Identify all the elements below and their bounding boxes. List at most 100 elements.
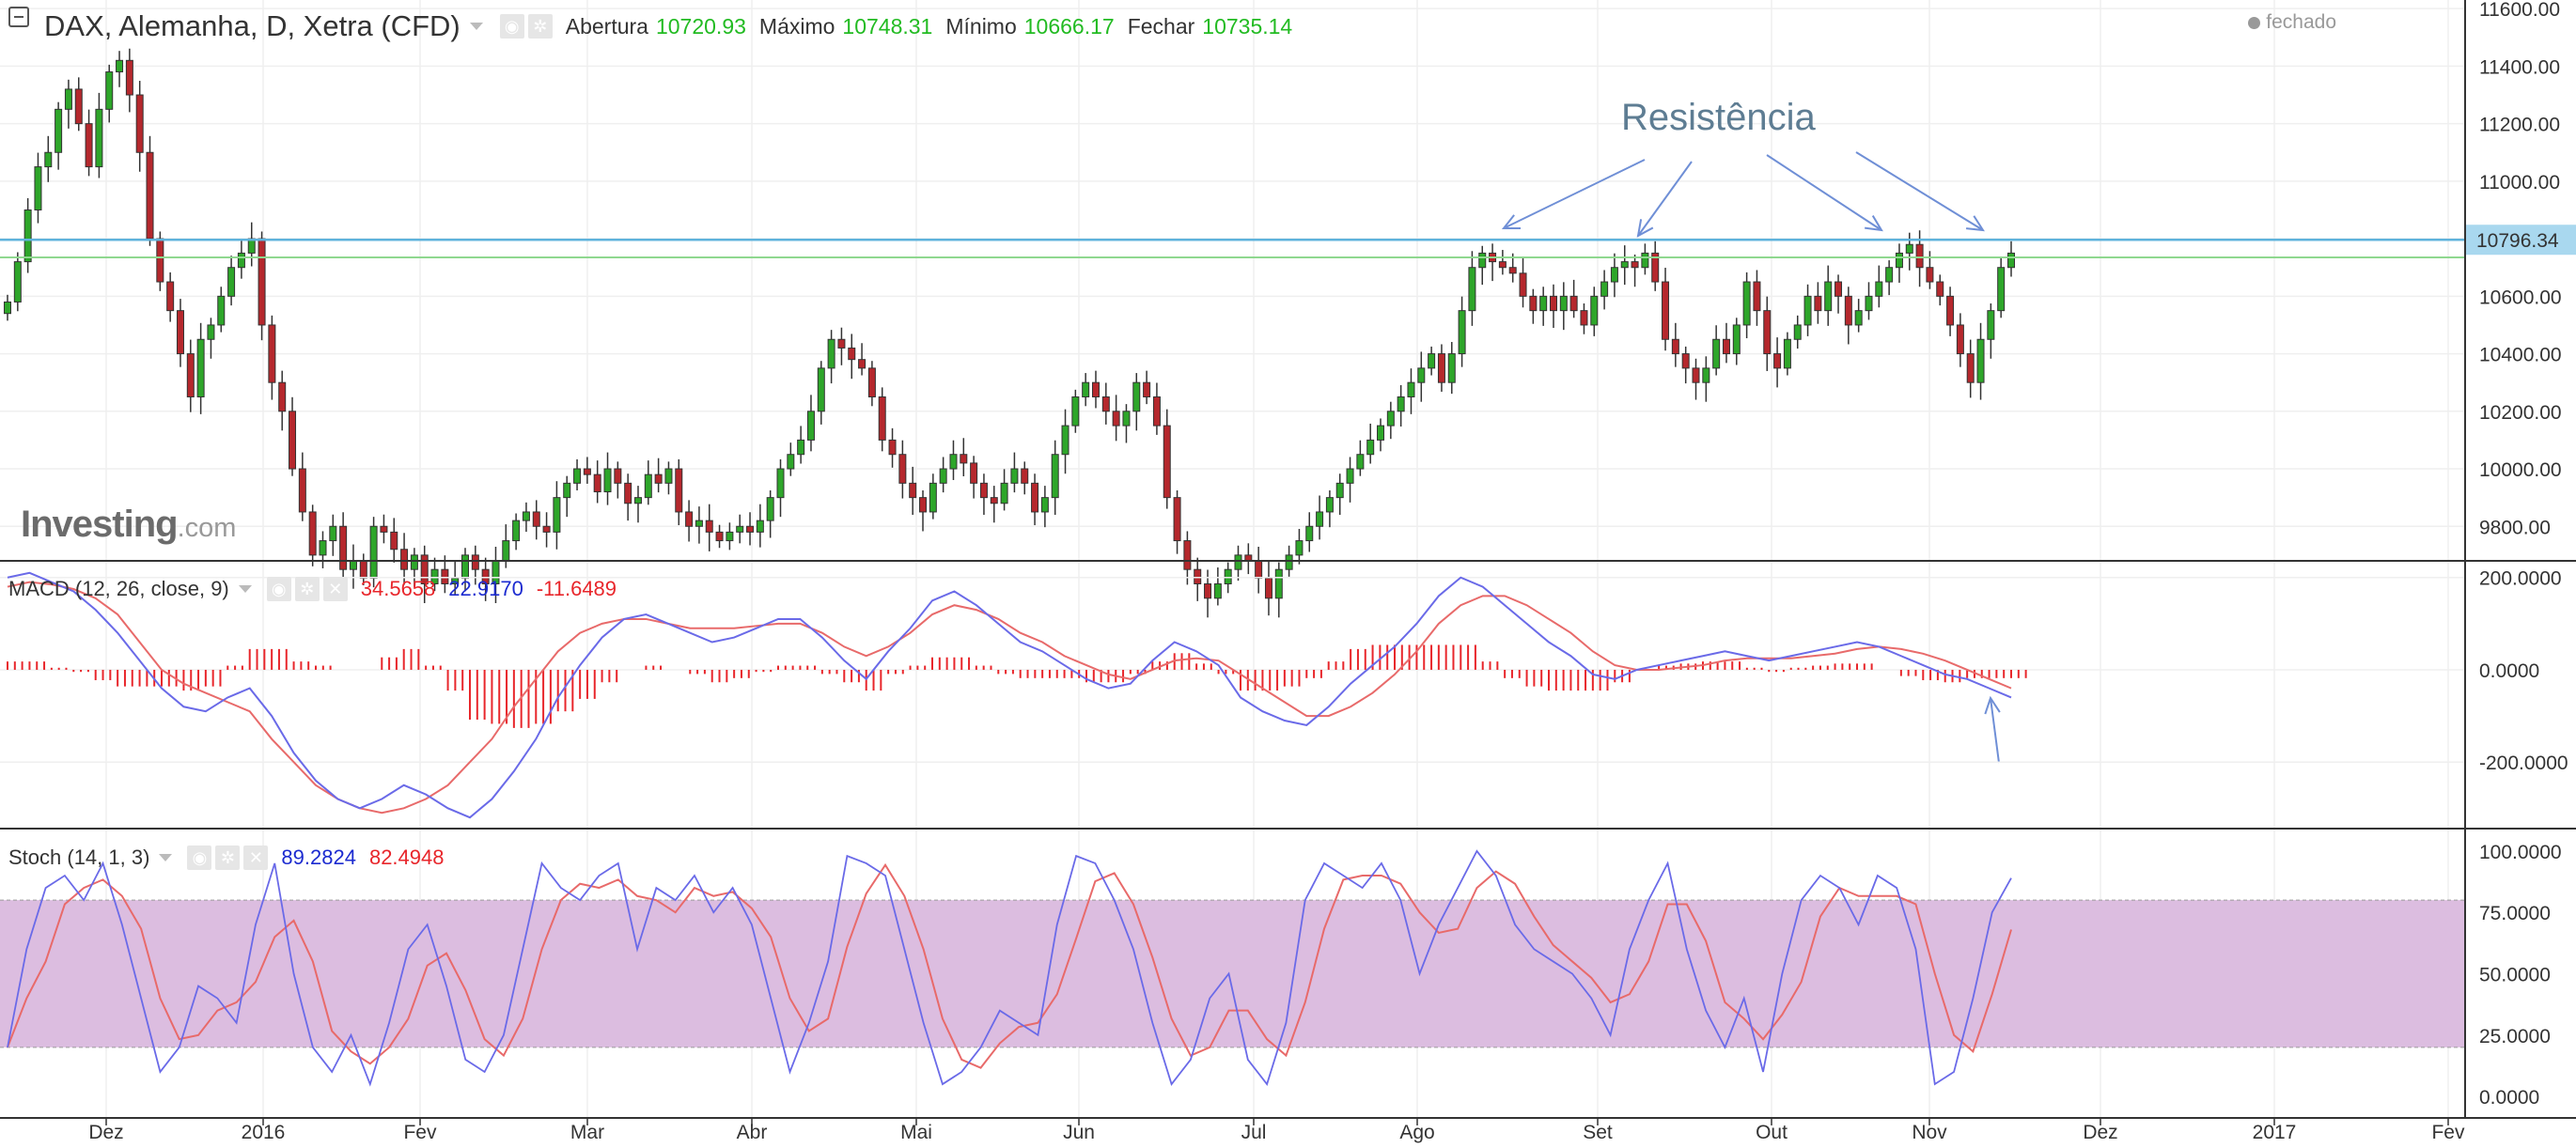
logo-suffix: .com bbox=[177, 513, 237, 543]
chevron-down-icon[interactable] bbox=[238, 585, 252, 593]
stoch-tick-label: 75.0000 bbox=[2479, 903, 2551, 924]
close-icon[interactable]: ✕ bbox=[322, 577, 348, 601]
candle-body bbox=[583, 468, 591, 475]
stoch-tick-label: 50.0000 bbox=[2479, 965, 2551, 986]
high-label: Máximo bbox=[758, 13, 835, 39]
candle-body bbox=[95, 108, 103, 168]
candle-body bbox=[1255, 560, 1263, 579]
candle-body bbox=[329, 525, 337, 542]
candle-body bbox=[929, 482, 937, 513]
stoch-k-line bbox=[7, 849, 2012, 1087]
gear-icon[interactable]: ✲ bbox=[527, 14, 553, 39]
candle-body bbox=[1468, 267, 1476, 312]
open-label: Abertura bbox=[565, 13, 648, 39]
price-tick-label: 10000.00 bbox=[2479, 459, 2562, 481]
candle-body bbox=[970, 462, 978, 484]
candle-body bbox=[1173, 497, 1181, 542]
signal-line bbox=[7, 581, 2012, 814]
candle-body bbox=[1814, 295, 1822, 312]
candle-body bbox=[105, 71, 114, 110]
price-tick-label: 11600.00 bbox=[2479, 0, 2560, 21]
candle-body bbox=[685, 511, 694, 527]
candle-body bbox=[1082, 381, 1090, 397]
candle-body bbox=[339, 525, 348, 570]
chevron-down-icon[interactable] bbox=[469, 23, 483, 30]
candle-body bbox=[1143, 381, 1151, 397]
gear-icon[interactable]: ✲ bbox=[294, 577, 320, 601]
candle-body bbox=[990, 497, 998, 504]
candle-body bbox=[227, 267, 236, 297]
menu-icon[interactable] bbox=[8, 7, 29, 27]
candle-body bbox=[1407, 381, 1415, 397]
candle-body bbox=[512, 520, 521, 542]
time-tick-label: Fev bbox=[2431, 1122, 2465, 1143]
last-price-tag bbox=[2465, 225, 2576, 256]
candle-body bbox=[1590, 295, 1599, 326]
investing-logo: Investing.com bbox=[21, 504, 236, 546]
candle-body bbox=[919, 497, 928, 513]
candle-body bbox=[858, 359, 866, 369]
candle-body bbox=[878, 396, 886, 441]
stoch-title[interactable]: Stoch (14, 1, 3) bbox=[8, 845, 150, 869]
candle-body bbox=[1865, 295, 1873, 312]
gear-icon[interactable]: ✲ bbox=[215, 845, 241, 870]
candle-body bbox=[1152, 396, 1161, 427]
candle-body bbox=[1702, 367, 1710, 383]
candle-body bbox=[532, 511, 540, 527]
candle-body bbox=[2007, 252, 2015, 269]
candle-body bbox=[217, 295, 226, 326]
time-tick-label: Set bbox=[1583, 1122, 1613, 1143]
candle-body bbox=[13, 261, 22, 303]
chevron-down-icon[interactable] bbox=[159, 854, 173, 861]
candle-body bbox=[837, 338, 846, 349]
candle-body bbox=[715, 531, 724, 542]
time-tick-label: Dez bbox=[88, 1122, 123, 1143]
candle-body bbox=[85, 123, 93, 168]
candle-body bbox=[1997, 267, 2006, 312]
candle-body bbox=[1610, 267, 1618, 283]
candle-body bbox=[624, 482, 632, 504]
candle-body bbox=[1458, 310, 1466, 355]
annotation-arrowhead bbox=[1865, 215, 1883, 232]
candle-body bbox=[319, 540, 327, 556]
candle-body bbox=[1285, 554, 1293, 570]
eye-icon[interactable]: ◉ bbox=[187, 845, 212, 870]
candle-body bbox=[553, 497, 561, 533]
candle-body bbox=[116, 59, 124, 73]
stoch-tick-label: 25.0000 bbox=[2479, 1026, 2551, 1047]
stoch-header: Stoch (14, 1, 3) ◉ ✲ ✕ 89.2824 82.4948 bbox=[8, 845, 444, 870]
symbol-title[interactable]: DAX, Alemanha, D, Xetra (CFD) bbox=[44, 9, 461, 42]
candle-body bbox=[166, 281, 175, 312]
candle-body bbox=[1305, 525, 1314, 542]
candle-body bbox=[359, 560, 367, 579]
candle-body bbox=[4, 301, 11, 315]
candle-body bbox=[1346, 468, 1354, 484]
candle-body bbox=[44, 151, 53, 168]
candle-body bbox=[888, 439, 897, 456]
price-tick-label: 11000.00 bbox=[2479, 172, 2560, 194]
candle-body bbox=[1051, 454, 1059, 499]
candle-body bbox=[787, 454, 795, 470]
macd-title[interactable]: MACD (12, 26, close, 9) bbox=[8, 577, 229, 600]
annotation-arrow bbox=[1766, 154, 1882, 231]
candle-body bbox=[1926, 267, 1934, 283]
eye-icon[interactable]: ◉ bbox=[499, 14, 524, 39]
candle-body bbox=[146, 151, 154, 240]
candle-body bbox=[1844, 295, 1852, 326]
candle-body bbox=[74, 88, 83, 125]
close-icon[interactable]: ✕ bbox=[243, 845, 269, 870]
candle-body bbox=[196, 338, 205, 397]
candle-body bbox=[289, 411, 297, 470]
candle-body bbox=[1692, 367, 1700, 383]
eye-icon[interactable]: ◉ bbox=[266, 577, 291, 601]
candle-body bbox=[654, 473, 663, 484]
candle-body bbox=[939, 468, 947, 484]
candle-body bbox=[827, 338, 835, 369]
candle-body bbox=[1224, 568, 1232, 584]
candle-body bbox=[898, 454, 907, 484]
time-tick-label: Dez bbox=[2083, 1122, 2117, 1143]
candle-body bbox=[1010, 468, 1019, 484]
price-tick-label: 10600.00 bbox=[2479, 287, 2562, 308]
